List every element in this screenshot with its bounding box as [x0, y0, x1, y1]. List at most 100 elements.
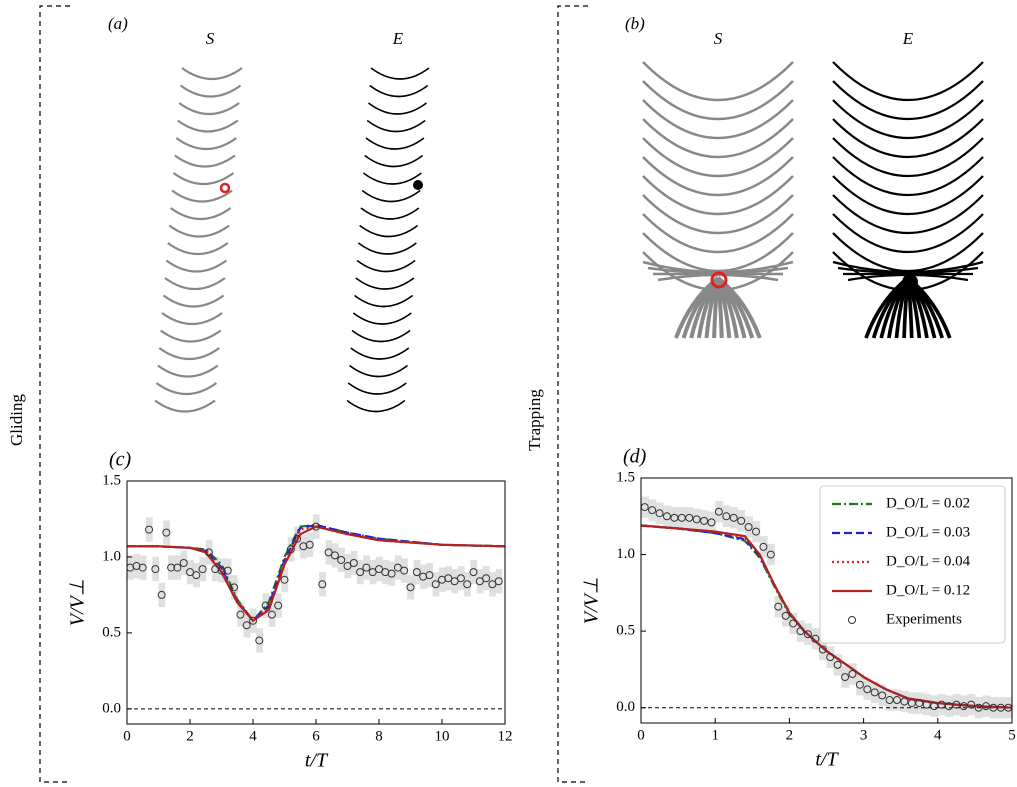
y-axis-label: V/V⊥ [581, 577, 603, 624]
x-axis-label: t/T [305, 750, 329, 772]
filament [370, 67, 430, 80]
error-band [382, 559, 389, 585]
experiment-point [662, 512, 671, 521]
y-tick-label: 0.5 [616, 623, 635, 639]
error-band [356, 559, 364, 585]
particle [710, 271, 728, 289]
x-tick-label: 2 [786, 727, 794, 743]
experiment-point [863, 685, 872, 694]
error-band [670, 507, 679, 529]
error-band [413, 559, 421, 585]
error-band [648, 499, 657, 521]
error-band [369, 559, 377, 585]
filament [832, 118, 984, 159]
experiment-point [204, 548, 213, 557]
experiment-point [722, 512, 731, 521]
experiment-point [312, 522, 320, 531]
experiment-point [368, 568, 377, 577]
error-band [789, 612, 798, 635]
experiment-point [841, 673, 850, 682]
legend-box [819, 485, 1006, 644]
experiment-point [937, 700, 946, 709]
experiment-point [286, 545, 295, 554]
filament [832, 175, 984, 216]
filament [352, 312, 412, 325]
experiment-point [280, 575, 289, 584]
panel-label: (c) [109, 449, 132, 471]
filament [169, 207, 232, 220]
error-band [300, 534, 308, 559]
error-band [186, 559, 194, 585]
error-band [819, 638, 827, 661]
experiment-point [425, 571, 434, 580]
y-tick-label: 1.0 [616, 546, 635, 562]
experiment-point [162, 528, 171, 537]
experiment-point [648, 506, 657, 515]
filament [164, 277, 226, 290]
experiment-point [362, 563, 371, 572]
error-band [685, 507, 694, 529]
experiment-point [400, 566, 409, 575]
legend-label: D_O/L = 0.04 [886, 553, 971, 569]
filament [179, 84, 242, 98]
legend-label: D_O/L = 0.02 [886, 495, 970, 511]
experiment-point [811, 634, 820, 643]
error-band [152, 556, 159, 582]
experiment-point [167, 563, 176, 572]
error-band [388, 561, 396, 586]
error-band [158, 582, 166, 608]
experiment-point [900, 697, 909, 706]
y-tick-label: 0.0 [616, 699, 635, 715]
error-band [139, 555, 147, 580]
error-band [885, 689, 894, 711]
filament [175, 137, 237, 150]
experiment-point [833, 660, 842, 669]
error-band [752, 520, 761, 543]
error-band [945, 695, 954, 717]
error-band [212, 556, 219, 582]
filament [165, 259, 228, 273]
experiment-point [796, 627, 805, 636]
filament [350, 347, 410, 360]
filament [362, 172, 422, 185]
experiment-point [236, 610, 245, 619]
filament [174, 154, 236, 168]
filament [369, 84, 429, 98]
experiment-point [759, 542, 768, 551]
x-axis-label: t/T [815, 749, 839, 771]
filament [832, 137, 984, 178]
error-band [145, 517, 153, 542]
filament [161, 312, 223, 325]
error-band [908, 692, 917, 714]
error-band [224, 558, 232, 583]
experiment-point [685, 513, 694, 522]
experiment-point [737, 516, 746, 525]
error-band [722, 505, 731, 527]
error-band [174, 555, 182, 580]
x-tick-label: 2 [186, 728, 194, 744]
legend-label: D_O/L = 0.12 [886, 582, 970, 598]
experiment-point [151, 565, 160, 574]
experiment-point [655, 509, 664, 518]
error-band [394, 555, 402, 580]
error-band [915, 692, 924, 714]
filament [171, 189, 233, 203]
filament [354, 294, 414, 308]
filament [642, 156, 794, 197]
experiment-point [494, 577, 503, 586]
error-band [401, 558, 408, 583]
filament [157, 364, 219, 378]
experiment-point [952, 700, 961, 709]
experiment-point [463, 580, 472, 589]
filament [642, 118, 794, 159]
model-line [641, 524, 1012, 709]
y-tick-label: 1.5 [616, 469, 635, 485]
error-band [243, 613, 251, 638]
x-tick-label: 0 [123, 728, 131, 744]
plot-area [641, 496, 1012, 719]
experiment-point [967, 700, 976, 709]
filament [167, 242, 229, 255]
filament [154, 399, 216, 413]
experiment-point [692, 515, 701, 524]
